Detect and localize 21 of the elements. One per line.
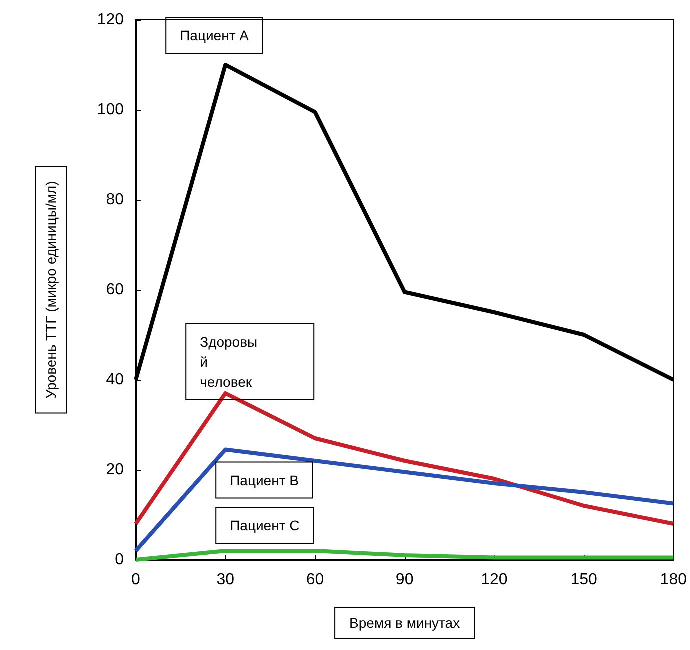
series-label: Пациент C (230, 518, 300, 534)
x-axis-title: Время в минутах (350, 615, 460, 631)
x-tick-label: 180 (660, 572, 688, 588)
x-tick-label: 0 (132, 572, 141, 588)
line-series (134, 448, 676, 553)
y-axis-title: Уровень ТТГ (микро единицы/мл) (43, 181, 59, 399)
text: Пациент A (180, 28, 250, 44)
x-tick-label: 120 (481, 572, 508, 588)
y-tick-label: 100 (97, 102, 124, 118)
x-tick-label: 150 (570, 572, 598, 588)
series-label: Пациент B (230, 472, 299, 488)
x-tick-label: 30 (216, 572, 235, 588)
series-label: Здоровый человек (200, 334, 258, 390)
y-tick-label: 60 (106, 282, 124, 298)
x-tick-label: 90 (396, 572, 414, 588)
y-tick-label: 40 (106, 372, 124, 388)
y-tick-label: 120 (97, 12, 124, 28)
y-tick-label: 20 (106, 462, 124, 478)
y-tick-label: 80 (106, 192, 124, 208)
x-tick-label: 60 (306, 572, 324, 588)
y-tick-label: 0 (115, 552, 124, 568)
